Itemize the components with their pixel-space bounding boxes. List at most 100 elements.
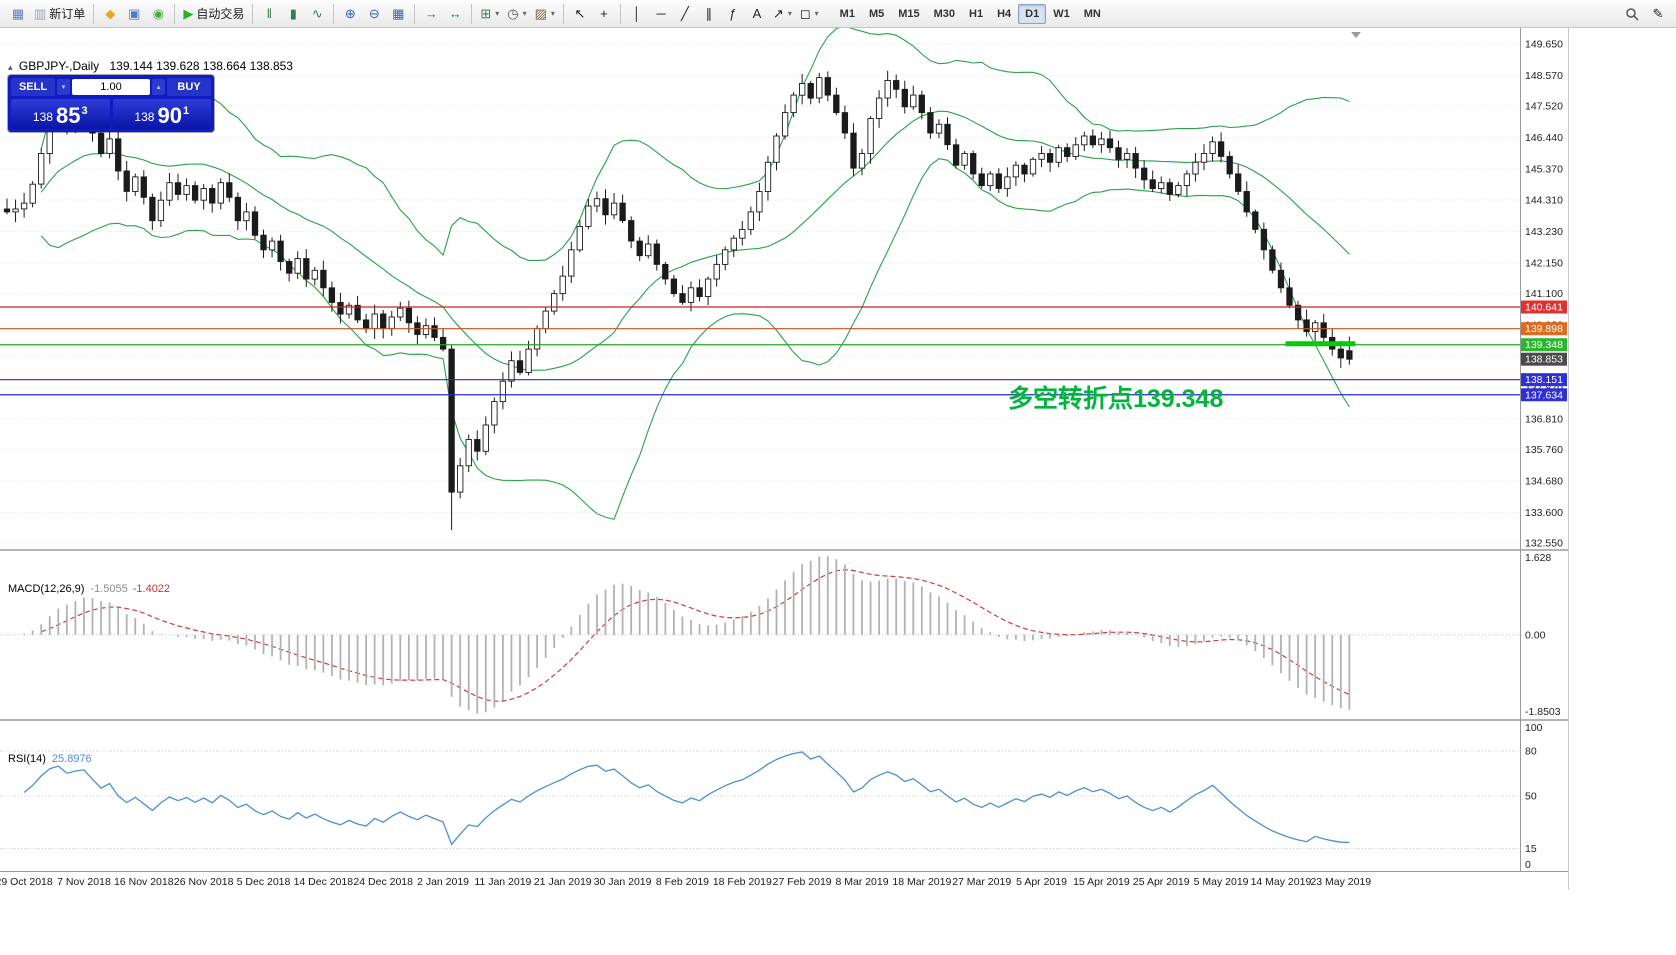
channel-button[interactable]: ∥ [697, 3, 721, 25]
indicators-button[interactable]: ⊞ ▾ [476, 3, 503, 25]
macd-histogram [23, 556, 1351, 714]
pivot-annotation-text[interactable]: 多空转折点139.348 [1008, 385, 1224, 413]
svg-text:1.628: 1.628 [1525, 552, 1551, 564]
timeframe-w1[interactable]: W1 [1046, 4, 1077, 24]
chart-shift-button[interactable]: ↔ [443, 3, 467, 25]
refresh-button[interactable]: ◉ [146, 3, 170, 25]
svg-text:0: 0 [1525, 859, 1531, 871]
tile-windows-button[interactable]: ▦ [386, 3, 410, 25]
chart-shift-icon: ↔ [448, 6, 462, 21]
svg-text:18 Feb 2019: 18 Feb 2019 [713, 876, 772, 888]
rsi-value: 25.8976 [51, 753, 92, 765]
svg-text:15: 15 [1525, 843, 1537, 855]
buy-button[interactable]: BUY [167, 78, 211, 96]
profile-icon: ▣ [128, 6, 141, 21]
svg-text:136.810: 136.810 [1525, 413, 1563, 425]
svg-text:147.520: 147.520 [1525, 101, 1563, 113]
rsi-panel [0, 750, 1520, 849]
trade-panel-price-row: 138 85 3 138 90 1 [11, 99, 211, 129]
vertical-line-button[interactable]: │ [625, 3, 649, 25]
svg-text:5 Dec 2018: 5 Dec 2018 [237, 876, 291, 888]
svg-text:80: 80 [1525, 746, 1537, 758]
periods-button[interactable]: ◷ ▾ [503, 3, 530, 25]
line-chart-button[interactable]: ∿ [305, 3, 329, 25]
svg-text:138.853: 138.853 [1525, 354, 1563, 366]
chart-profile-button[interactable]: ▣ [122, 3, 146, 25]
channel-icon: ∥ [705, 6, 713, 21]
chart-window-button[interactable]: ▦ [6, 3, 30, 25]
shapes-button[interactable]: ◻ ▾ [796, 3, 823, 25]
crosshair-button[interactable]: + [592, 3, 616, 25]
fibonacci-button[interactable]: ƒ [721, 3, 745, 25]
timeframe-m15[interactable]: M15 [891, 4, 926, 24]
new-order-button-label: 新订单 [49, 7, 86, 21]
volume-input[interactable]: 1.00 [72, 79, 150, 95]
sell-options-caret[interactable]: ▾ [57, 79, 70, 95]
bb-middle-line [40, 110, 1350, 371]
pencil-icon: ✎ [1652, 6, 1664, 21]
panel-separator[interactable] [0, 549, 1568, 551]
bar-chart-icon: ‖ [266, 6, 273, 21]
svg-text:14 May 2019: 14 May 2019 [1251, 876, 1312, 888]
chart-canvas[interactable]: 149.650 148.570 147.520 146.440 145.370 144.3… [0, 28, 1568, 890]
timeframe-m30[interactable]: M30 [927, 4, 962, 24]
ohlc-readout: 139.144 139.628 138.664 138.853 [109, 59, 293, 73]
autotrading-button[interactable]: ▶ 自动交易 [179, 3, 248, 25]
panel-separator[interactable] [0, 719, 1568, 721]
timeframe-toolbar: M1 M5 M15 M30 H1 H4 D1 W1 MN [833, 3, 1108, 24]
timeframe-mn[interactable]: MN [1077, 4, 1108, 24]
compose-button[interactable]: ✎ [1646, 3, 1670, 25]
cursor-button[interactable]: ↖ [568, 3, 592, 25]
trade-panel-top-row: SELL ▾ 1.00 ▴ BUY [11, 78, 211, 96]
timeframe-m5[interactable]: M5 [862, 4, 891, 24]
templates-icon: ▨ [534, 6, 547, 21]
rsi-indicator-label: RSI(14) 25.8976 [8, 753, 92, 765]
svg-text:149.650: 149.650 [1525, 39, 1563, 51]
svg-text:148.570: 148.570 [1525, 70, 1563, 82]
buy-price-button[interactable]: 138 90 1 [112, 99, 211, 129]
one-click-trading-panel: SELL ▾ 1.00 ▴ BUY 138 85 3 138 90 1 [8, 75, 214, 132]
metaeditor-button[interactable]: ◆ [98, 3, 122, 25]
auto-scroll-button[interactable]: → [419, 3, 443, 25]
templates-button[interactable]: ▨ ▾ [531, 3, 559, 25]
trendline-button[interactable]: ╱ [673, 3, 697, 25]
horizontal-line-button[interactable]: ─ [649, 3, 673, 25]
caret-down-icon: ▾ [787, 9, 792, 18]
zoom-out-button[interactable]: ⊖ [362, 3, 386, 25]
timeframe-h1[interactable]: H1 [962, 4, 990, 24]
caret-down-icon: ▾ [550, 9, 555, 18]
svg-text:27 Feb 2019: 27 Feb 2019 [773, 876, 832, 888]
svg-text:5 May 2019: 5 May 2019 [1194, 876, 1249, 888]
svg-text:138.151: 138.151 [1525, 374, 1563, 386]
toolbar-right: ✎ [1620, 3, 1670, 25]
zoom-in-button[interactable]: ⊕ [338, 3, 362, 25]
timeframe-h4[interactable]: H4 [990, 4, 1018, 24]
refresh-icon: ◉ [152, 6, 164, 21]
svg-text:24 Dec 2018: 24 Dec 2018 [353, 876, 413, 888]
time-axis: 29 Oct 2018 7 Nov 2018 16 Nov 2018 26 Nov 2… [0, 871, 1568, 888]
timeframe-d1[interactable]: D1 [1018, 3, 1047, 24]
candlestick-chart-button[interactable]: ▮ [281, 3, 305, 25]
rsi-name: RSI(14) [8, 753, 46, 765]
volume-stepper[interactable]: ▴ [152, 79, 165, 95]
tile-windows-icon: ▦ [392, 6, 405, 21]
svg-text:140.641: 140.641 [1525, 302, 1563, 314]
arrows-button[interactable]: ↗ ▾ [769, 3, 796, 25]
macd-signal-line [40, 568, 1350, 702]
buy-price-pips: 90 [157, 103, 182, 129]
search-button[interactable] [1620, 3, 1644, 25]
svg-text:23 May 2019: 23 May 2019 [1310, 876, 1371, 888]
svg-text:8 Feb 2019: 8 Feb 2019 [656, 876, 709, 888]
toolbar-separator [414, 3, 416, 24]
svg-text:25 Apr 2019: 25 Apr 2019 [1133, 876, 1190, 888]
text-button[interactable]: A [745, 3, 769, 25]
sell-button[interactable]: SELL [11, 78, 55, 96]
timeframe-m1[interactable]: M1 [833, 4, 862, 24]
sell-price-button[interactable]: 138 85 3 [11, 99, 110, 129]
svg-text:0.00: 0.00 [1525, 629, 1546, 641]
new-order-button[interactable]: ▥ 新订单 [30, 3, 89, 25]
macd-signal-value: -1.4022 [132, 583, 171, 595]
chart-shift-marker[interactable] [1351, 32, 1361, 38]
bar-chart-button[interactable]: ‖ [257, 3, 281, 25]
autotrading-button-label: 自动交易 [196, 7, 245, 21]
